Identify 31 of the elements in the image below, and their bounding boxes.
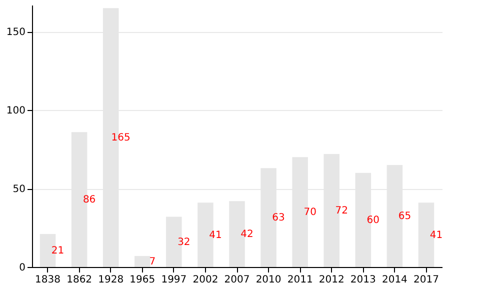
data-label: 32 <box>178 236 190 248</box>
x-tick-label: 2012 <box>318 274 344 286</box>
data-label: 41 <box>209 230 222 241</box>
x-tick-label: 1997 <box>161 274 187 286</box>
x-tick-label: 1862 <box>66 274 92 286</box>
y-tick-label: 0 <box>19 262 26 274</box>
x-tick-label: 2002 <box>192 274 218 286</box>
data-label: 86 <box>82 194 96 206</box>
y-tick-label: 100 <box>6 106 26 117</box>
data-label: 21 <box>51 246 64 257</box>
x-tick-label: 1928 <box>98 274 124 286</box>
x-tick-label: 2007 <box>224 274 250 286</box>
x-tick-label: 2011 <box>287 274 313 286</box>
data-label: 7 <box>149 256 156 268</box>
data-label: 65 <box>398 211 412 222</box>
data-label: 165 <box>111 132 130 144</box>
y-tick-label: 50 <box>12 184 26 196</box>
x-tick-label: 2014 <box>382 274 408 286</box>
x-tick-label: 2010 <box>256 274 282 286</box>
data-label: 42 <box>240 229 254 240</box>
x-tick-label: 2013 <box>350 274 376 286</box>
y-tick-label: 150 <box>6 27 26 38</box>
data-label: 70 <box>304 207 316 218</box>
x-tick-label: 1838 <box>35 274 60 286</box>
data-label: 41 <box>430 230 443 241</box>
x-tick-label: 2017 <box>414 274 439 286</box>
data-label: 60 <box>366 214 380 226</box>
data-label: 63 <box>272 212 285 224</box>
x-tick-label: 1965 <box>130 274 156 286</box>
data-label: 72 <box>335 206 348 217</box>
bar <box>134 256 150 267</box>
